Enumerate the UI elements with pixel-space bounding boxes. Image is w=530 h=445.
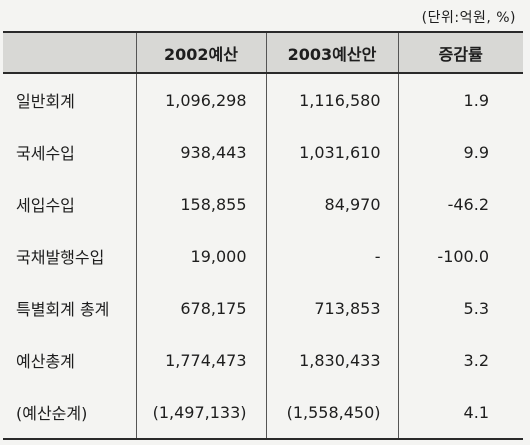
table-row: 세입수입 158,855 84,970 -46.2 [3,178,523,230]
value-2002: 19,000 [135,230,266,282]
table-row: 국세수입 938,443 1,031,610 9.9 [3,126,523,178]
table-row: 예산총계 1,774,473 1,830,433 3.2 [3,334,523,386]
table-row: 일반회계 1,096,298 1,116,580 1.9 [3,73,523,126]
value-2003: 1,031,610 [265,126,398,178]
value-change: 1.9 [397,73,523,126]
row-label: 예산총계 [16,352,75,371]
row-label: 일반회계 [16,92,75,111]
value-2003: 713,853 [265,282,398,334]
row-label: (예산순계) [3,386,136,440]
value-change: 9.9 [397,126,523,178]
value-2003: 1,830,433 [265,334,398,386]
value-2002: 678,175 [135,282,266,334]
value-2003: 1,116,580 [265,73,398,126]
value-change: -100.0 [397,230,523,282]
value-change: 5.3 [397,282,523,334]
value-2002: 1,096,298 [135,73,266,126]
value-2002: 938,443 [135,126,266,178]
row-label: 국채발행수입 [16,248,105,267]
table-row: (예산순계) (1,497,133) (1,558,450) 4.1 [3,386,523,440]
value-2003: - [265,230,398,282]
header-row: 2002예산 2003예산안 증감률 [3,31,523,74]
value-2003: 84,970 [265,178,398,230]
header-item [3,31,136,74]
value-2002: 158,855 [135,178,266,230]
value-change: 3.2 [397,334,523,386]
value-change: 4.1 [397,386,523,440]
header-change-rate: 증감률 [397,31,523,74]
budget-table: 2002예산 2003예산안 증감률 일반회계 1,096,298 1,116,… [3,31,523,440]
value-2002: 1,774,473 [135,334,266,386]
table-row: 특별회계 총계 678,175 713,853 5.3 [3,282,523,334]
row-label: 세입수입 [16,196,75,215]
unit-note: (단위:억원, %) [421,10,516,26]
value-change: -46.2 [397,178,523,230]
header-2002-budget: 2002예산 [135,31,266,74]
row-label: 특별회계 총계 [16,300,110,319]
row-label: 국세수입 [16,144,75,163]
value-2002: (1,497,133) [135,386,266,440]
table-row: 국채발행수입 19,000 - -100.0 [3,230,523,282]
value-2003: (1,558,450) [265,386,398,440]
header-2003-budget-proposal: 2003예산안 [265,31,398,74]
